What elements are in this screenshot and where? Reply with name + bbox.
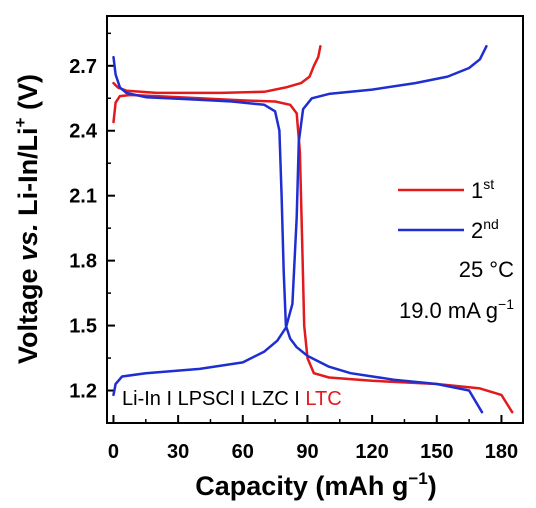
x-axis-title: Capacity (mAh g−1)	[195, 469, 436, 501]
cell-component: I	[234, 388, 251, 410]
series-2nd-curve-charge	[112, 45, 488, 397]
y-tick-label: 1.8	[69, 251, 97, 273]
x-tick-label: 0	[108, 441, 119, 463]
cell-component: LTC	[305, 388, 341, 410]
temperature-label: 25 °C	[459, 257, 514, 282]
y-tick-label: 1.5	[69, 316, 97, 338]
x-tick-label: 120	[355, 441, 388, 463]
series-1st-curve-discharge	[112, 93, 514, 414]
y-tick-label: 1.2	[69, 381, 97, 403]
cell-component: LZC	[251, 388, 289, 410]
cell-component: I	[161, 388, 178, 410]
y-tick-label: 2.7	[69, 56, 97, 78]
cell-component: LPSCl	[178, 388, 235, 410]
y-tick-label: 2.4	[69, 121, 98, 143]
rate-label: 19.0 mA g−1	[399, 296, 514, 323]
cell-component: I	[289, 388, 306, 410]
legend: 1st 2nd	[398, 176, 499, 243]
series-2nd-curve-discharge	[112, 55, 484, 414]
x-tick-label: 60	[232, 441, 254, 463]
x-tick-label: 150	[420, 441, 453, 463]
cell-component: Li-In	[122, 388, 161, 410]
y-axis-ticks: 1.2 1.5 1.8 2.1 2.4 2.7	[69, 32, 115, 403]
plot-area-frame	[106, 15, 524, 424]
x-tick-label: 180	[485, 441, 518, 463]
y-axis-title: Voltage vs. Li-In/Li+ (V)	[11, 74, 43, 364]
cell-configuration-label: Li-In I LPSCl I LZC I LTC	[122, 388, 342, 410]
x-tick-label: 90	[296, 441, 318, 463]
x-tick-label: 30	[167, 441, 189, 463]
series-1st-curve-charge	[112, 45, 322, 95]
x-axis-ticks: 0 30 60 90 120 150 180	[108, 415, 518, 463]
y-tick-label: 2.1	[69, 186, 97, 208]
series-layer	[112, 45, 514, 414]
legend-label-2nd: 2nd	[471, 216, 499, 243]
legend-label-1st: 1st	[471, 176, 494, 203]
